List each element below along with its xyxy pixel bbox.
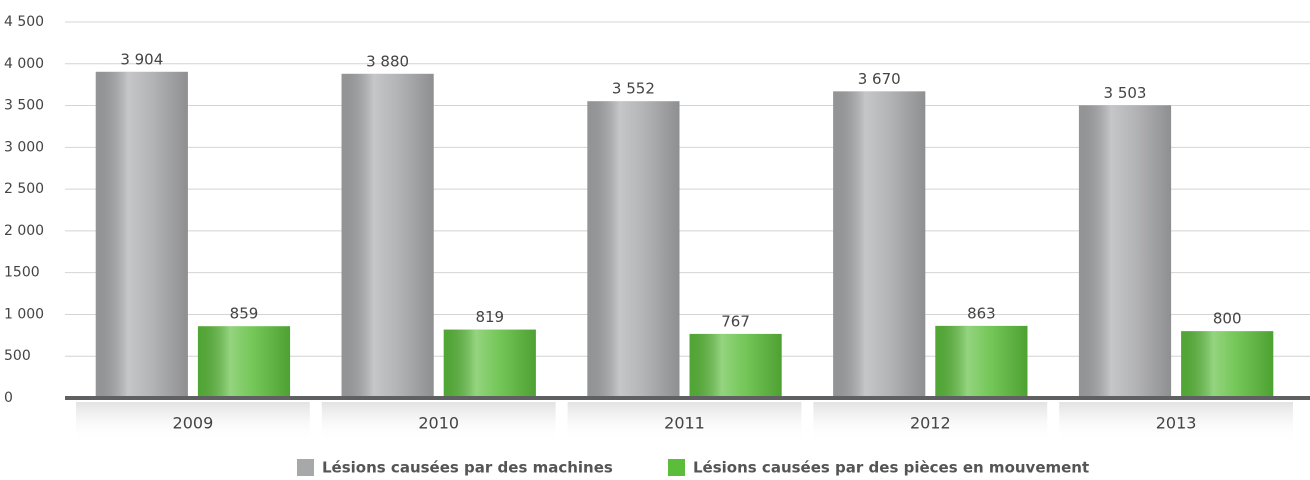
y-tick-label: 1 000: [4, 306, 44, 322]
bar-shine: [197, 326, 291, 398]
data-label: 859: [230, 305, 259, 323]
y-tick-label: 4 500: [4, 14, 44, 30]
category-shade: [1059, 402, 1293, 442]
data-label: 767: [721, 312, 750, 330]
x-tick-label: 2012: [910, 414, 951, 433]
category-shade: [76, 402, 310, 442]
x-tick-label: 2013: [1156, 414, 1197, 433]
bar-shine: [1078, 105, 1172, 399]
category-shade: [567, 402, 802, 442]
legend-swatch: [297, 459, 314, 476]
data-label: 800: [1213, 310, 1242, 328]
bar-shine: [341, 73, 434, 398]
bar-shine: [833, 91, 926, 399]
data-label: 3 880: [366, 52, 409, 70]
y-tick-label: 2 500: [4, 181, 44, 197]
y-tick-label: 3 000: [4, 139, 44, 155]
data-label: 3 503: [1104, 84, 1147, 102]
x-tick-label: 2009: [173, 414, 214, 433]
bar-shine: [95, 71, 188, 399]
y-tick-label: 3 500: [4, 98, 44, 114]
bar-shine: [689, 333, 782, 398]
bar-shine: [1181, 331, 1274, 398]
y-tick-label: 4 000: [4, 56, 44, 72]
bar-shine: [443, 329, 536, 398]
y-tick-label: 2 000: [4, 223, 44, 239]
bar-shine: [935, 325, 1028, 398]
x-tick-label: 2011: [664, 414, 705, 433]
data-label: 3 904: [120, 50, 163, 68]
legend-label: Lésions causées par des machines: [322, 459, 613, 477]
data-label: 3 670: [858, 70, 901, 88]
data-label: 863: [967, 304, 996, 322]
y-tick-label: 500: [4, 348, 31, 364]
y-tick-label: 0: [4, 390, 13, 406]
x-tick-label: 2010: [418, 414, 459, 433]
category-shade: [321, 402, 556, 442]
data-label: 3 552: [612, 80, 655, 98]
data-label: 819: [475, 308, 504, 326]
legend-swatch: [668, 459, 685, 476]
legend-label: Lésions causées par des pièces en mouvem…: [693, 459, 1089, 477]
bar-shine: [587, 101, 680, 398]
y-tick-label: 1500: [4, 265, 40, 281]
category-shade: [813, 402, 1048, 442]
